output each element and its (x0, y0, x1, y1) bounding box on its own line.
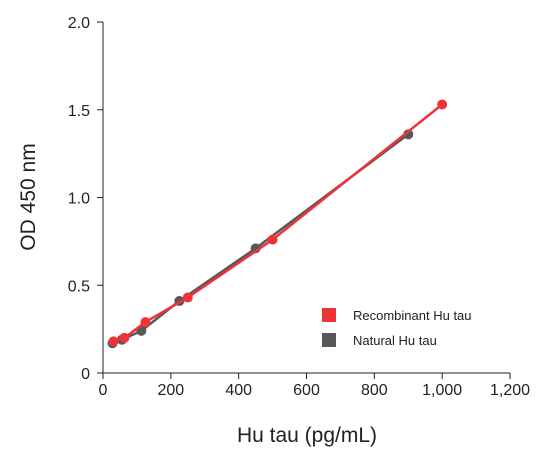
y-tick-label: 2.0 (68, 15, 90, 32)
y-tick-label: 0 (81, 366, 90, 383)
legend: Recombinant Hu tau Natural Hu tau (322, 308, 472, 348)
x-tick-label: 200 (157, 382, 184, 399)
data-point (119, 332, 130, 343)
data-point (182, 292, 193, 303)
y-tick-label: 0.5 (68, 278, 90, 295)
data-point (267, 234, 278, 245)
x-axis-title: Hu tau (pg/mL) (237, 424, 377, 447)
y-tick-label: 1.5 (68, 103, 90, 120)
data-point (108, 336, 119, 347)
x-tick-label: 1,200 (490, 382, 530, 399)
x-tick-label: 0 (99, 382, 108, 399)
series-layer (107, 99, 448, 349)
x-tick-label: 800 (361, 382, 388, 399)
legend-label: Natural Hu tau (353, 333, 437, 348)
x-tick-label: 600 (293, 382, 320, 399)
y-axis-title: OD 450 nm (17, 143, 40, 250)
x-tick-label: 1,000 (422, 382, 462, 399)
data-point (140, 317, 151, 328)
y-tick-label: 1.0 (68, 191, 90, 208)
axes: 0 0.5 1.0 1.5 2.0 0 200 400 600 800 1,000 1,200 (68, 15, 530, 399)
legend-swatch (322, 308, 336, 322)
data-point (403, 129, 414, 140)
legend-swatch (322, 333, 336, 347)
legend-label: Recombinant Hu tau (353, 308, 472, 323)
series-recombinant (108, 99, 448, 347)
x-tick-label: 400 (225, 382, 252, 399)
data-point (437, 99, 448, 110)
series-line (113, 103, 443, 343)
